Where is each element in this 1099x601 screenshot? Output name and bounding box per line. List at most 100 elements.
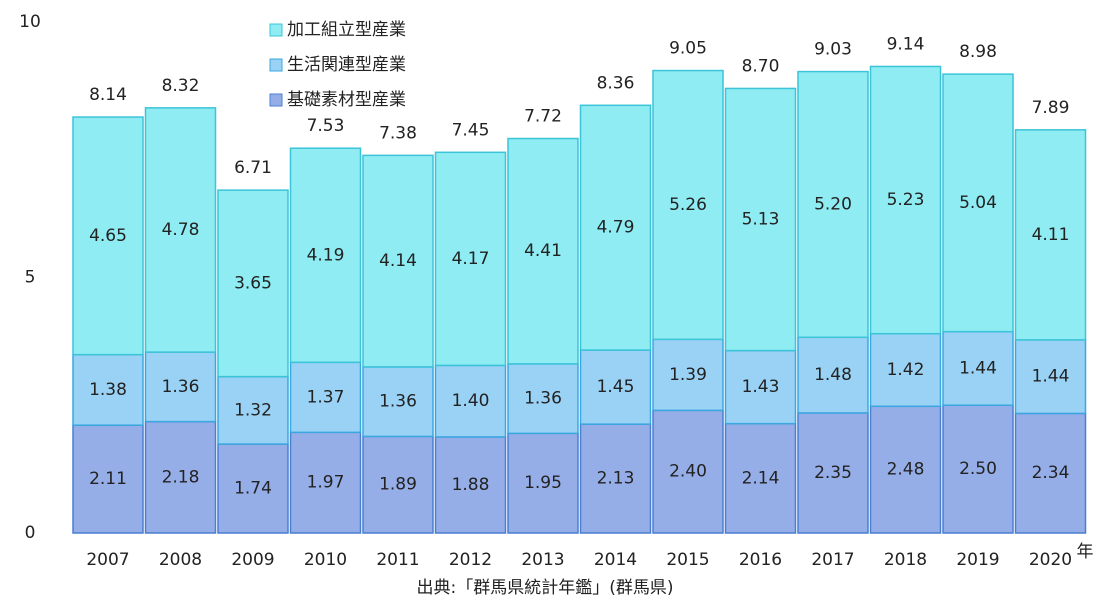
bar-segment xyxy=(434,364,507,438)
bar-segment xyxy=(144,351,217,423)
value-label: 1.36 xyxy=(524,389,562,409)
total-label: 8.98 xyxy=(959,42,997,62)
value-label: 4.17 xyxy=(452,249,490,269)
value-label: 2.18 xyxy=(162,467,200,487)
bar-segment xyxy=(217,443,289,534)
value-label: 1.88 xyxy=(452,475,490,495)
value-label: 4.78 xyxy=(162,220,200,240)
total-label: 8.32 xyxy=(162,76,200,96)
bar-segment xyxy=(797,70,869,339)
bar-segment xyxy=(434,436,507,534)
total-label: 7.45 xyxy=(452,120,490,140)
total-label: 7.53 xyxy=(307,116,345,136)
x-tick-label: 2015 xyxy=(666,550,709,570)
total-label: 7.38 xyxy=(379,123,417,143)
bar-segment xyxy=(144,420,217,534)
bar-segment xyxy=(362,154,434,368)
legend-label: 加工組立型産業 xyxy=(287,20,406,40)
legend-swatch xyxy=(269,58,283,72)
legend-label: 基礎素材型産業 xyxy=(287,90,406,110)
value-label: 2.50 xyxy=(959,459,997,479)
value-label: 1.40 xyxy=(452,391,490,411)
bar-segment xyxy=(72,116,144,356)
value-label: 1.39 xyxy=(669,365,707,385)
x-axis-label: 年 xyxy=(1077,542,1094,562)
value-label: 5.04 xyxy=(959,193,997,213)
value-label: 2.11 xyxy=(89,469,127,489)
source: 出典:「群馬県統計年鑑」(群馬県) xyxy=(417,578,674,598)
total-label: 8.14 xyxy=(89,85,127,105)
bar-segment xyxy=(869,332,942,408)
x-tick-label: 2012 xyxy=(449,550,492,570)
x-tick-label: 2017 xyxy=(811,550,854,570)
value-label: 4.19 xyxy=(307,245,345,265)
legend-swatch xyxy=(269,93,283,107)
value-label: 1.44 xyxy=(1032,367,1070,387)
total-label: 9.03 xyxy=(814,40,852,60)
x-tick-label: 2018 xyxy=(884,550,927,570)
value-label: 5.13 xyxy=(742,210,780,230)
value-label: 2.34 xyxy=(1032,463,1070,483)
bar-segment xyxy=(1014,339,1087,415)
total-label: 7.72 xyxy=(524,107,562,127)
value-label: 1.42 xyxy=(887,360,925,380)
value-label: 1.44 xyxy=(959,358,997,378)
x-tick-label: 2009 xyxy=(231,550,274,570)
total-label: 7.89 xyxy=(1032,98,1070,118)
value-label: 5.23 xyxy=(887,190,925,210)
bar-segment xyxy=(579,104,652,351)
y-tick-label: 5 xyxy=(25,268,36,288)
bar-segment xyxy=(724,87,797,352)
bar-segment xyxy=(579,349,652,425)
bar-segment xyxy=(797,336,869,414)
value-label: 1.38 xyxy=(89,380,127,400)
bar-segment xyxy=(652,69,724,341)
value-label: 1.43 xyxy=(742,377,780,397)
bar-segment xyxy=(869,405,942,534)
x-tick-label: 2014 xyxy=(594,550,637,570)
value-label: 2.13 xyxy=(597,469,635,489)
total-label: 6.71 xyxy=(234,158,272,178)
total-label: 9.05 xyxy=(669,39,707,59)
x-tick-label: 2013 xyxy=(521,550,564,570)
value-label: 4.65 xyxy=(89,226,127,246)
bar-segment xyxy=(942,330,1014,406)
value-label: 1.74 xyxy=(234,479,272,499)
value-label: 3.65 xyxy=(234,273,272,293)
legend-swatch xyxy=(269,23,283,37)
x-tick-label: 2020 xyxy=(1029,550,1072,570)
x-tick-label: 2019 xyxy=(956,550,999,570)
bar-segment xyxy=(362,435,434,534)
x-tick-label: 2010 xyxy=(304,550,347,570)
bar-segment xyxy=(144,107,217,353)
x-tick-label: 2008 xyxy=(159,550,202,570)
bar-segment xyxy=(434,151,507,367)
value-label: 4.79 xyxy=(597,218,635,238)
value-label: 1.97 xyxy=(307,473,345,493)
value-label: 4.11 xyxy=(1032,225,1070,245)
value-label: 1.36 xyxy=(162,377,200,397)
value-label: 1.32 xyxy=(234,400,272,420)
y-tick-label: 0 xyxy=(25,523,36,543)
value-label: 1.37 xyxy=(307,387,345,407)
bar-segment xyxy=(217,189,289,378)
value-label: 1.48 xyxy=(814,365,852,385)
total-label: 9.14 xyxy=(887,34,925,54)
value-label: 4.41 xyxy=(524,241,562,261)
bar-segment xyxy=(289,147,362,364)
bar-segment xyxy=(217,375,289,445)
value-label: 1.45 xyxy=(597,377,635,397)
value-label: 1.89 xyxy=(379,475,417,495)
bar-segment xyxy=(652,409,724,534)
bar-segment xyxy=(1014,129,1087,341)
legend-label: 生活関連型産業 xyxy=(287,55,406,75)
value-label: 5.20 xyxy=(814,194,852,214)
x-tick-label: 2011 xyxy=(376,550,419,570)
bar-segment xyxy=(289,361,362,434)
bar-segment xyxy=(869,65,942,335)
bar-segment xyxy=(1014,412,1087,534)
bar-segment xyxy=(289,431,362,534)
value-label: 1.95 xyxy=(524,473,562,493)
value-label: 2.35 xyxy=(814,463,852,483)
